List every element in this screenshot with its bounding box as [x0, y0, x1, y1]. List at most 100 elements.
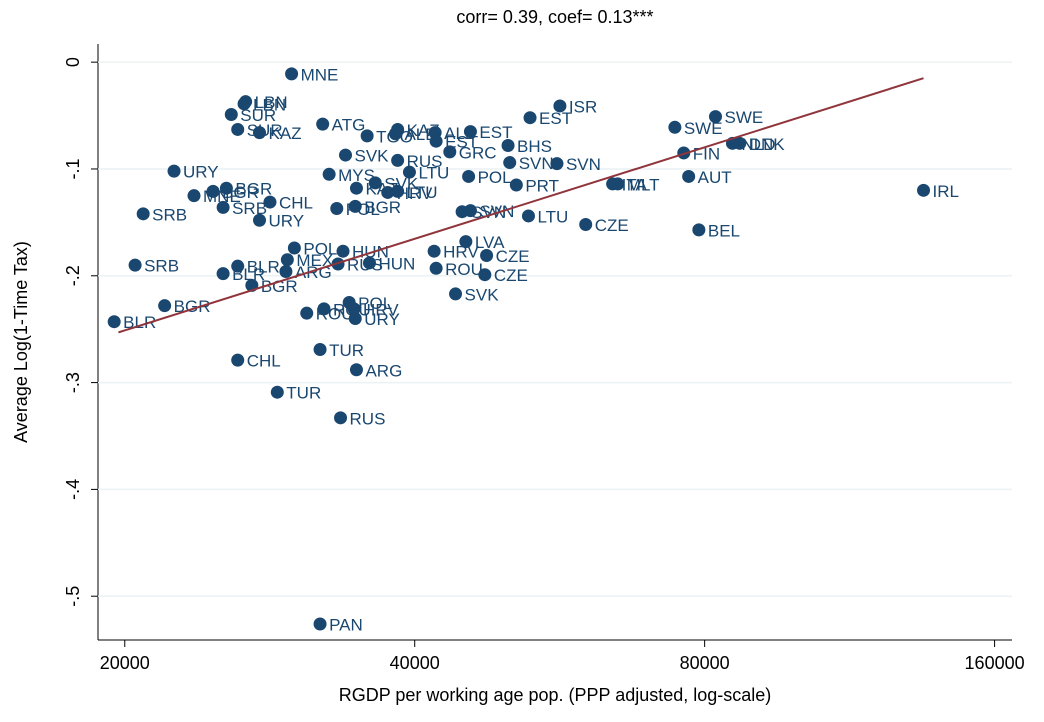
- point-label: SUR: [240, 106, 276, 125]
- point: [668, 120, 682, 134]
- point-label: SVK: [465, 285, 500, 304]
- point-label: SRB: [144, 257, 179, 276]
- point-label: URY: [183, 163, 219, 182]
- point: [158, 299, 172, 313]
- point: [216, 200, 230, 214]
- point: [362, 256, 376, 270]
- point: [402, 165, 416, 179]
- point: [167, 164, 181, 178]
- point-label: NLD: [741, 135, 775, 154]
- point: [708, 110, 722, 124]
- point: [219, 181, 233, 195]
- point-label: BEL: [708, 221, 740, 240]
- point: [611, 177, 625, 191]
- point: [317, 302, 331, 316]
- point: [216, 267, 230, 281]
- point: [285, 67, 299, 81]
- x-tick-label: 80000: [680, 653, 730, 673]
- point: [330, 201, 344, 215]
- point: [349, 181, 363, 195]
- y-tick-label: -.1: [63, 158, 83, 179]
- point: [462, 169, 476, 183]
- point-label: SRB: [152, 205, 187, 224]
- point-label: ARG: [365, 361, 402, 380]
- point-label: HRV: [363, 300, 399, 319]
- point-label: SVN: [566, 155, 601, 174]
- point-label: SRB: [232, 199, 267, 218]
- point-label: IRL: [933, 182, 959, 201]
- point: [231, 122, 245, 136]
- point: [733, 136, 747, 150]
- point-label: BLR: [247, 258, 280, 277]
- point: [391, 153, 405, 167]
- point-label: LTU: [537, 207, 568, 226]
- point: [347, 302, 361, 316]
- point: [368, 176, 382, 190]
- point: [237, 97, 251, 111]
- point-label: LBN: [253, 95, 286, 114]
- point: [478, 268, 492, 282]
- point: [427, 244, 441, 258]
- point: [553, 99, 567, 113]
- point-label: BGR: [235, 180, 272, 199]
- point-label: PAN: [329, 615, 363, 634]
- point: [287, 241, 301, 255]
- point: [187, 189, 201, 203]
- point: [313, 617, 327, 631]
- point: [503, 156, 517, 170]
- point: [322, 167, 336, 181]
- point: [224, 107, 238, 121]
- point: [429, 134, 443, 148]
- point: [348, 312, 362, 326]
- point-label: POL: [358, 294, 392, 313]
- x-tick-label: 20000: [100, 653, 150, 673]
- point: [107, 315, 121, 329]
- point-label: ROU: [333, 300, 371, 319]
- point: [348, 199, 362, 213]
- point-label: BHS: [517, 137, 552, 156]
- fit-line: [118, 77, 924, 334]
- point-label: HUN: [378, 254, 415, 273]
- point: [231, 353, 245, 367]
- y-tick-label: -.5: [63, 586, 83, 607]
- point-label: BGR: [222, 183, 259, 202]
- chart-title: corr= 0.39, coef= 0.13***: [456, 7, 653, 27]
- x-tick-label: 40000: [390, 653, 440, 673]
- point: [917, 183, 931, 197]
- point-label: RUS: [347, 256, 383, 275]
- point-label: BLR: [232, 265, 265, 284]
- point-label: ITA: [622, 175, 648, 194]
- point: [349, 363, 363, 377]
- point: [136, 207, 150, 221]
- point-label: BGR: [364, 198, 401, 217]
- y-tick-label: -.2: [63, 265, 83, 286]
- point-label: LBN: [255, 93, 288, 112]
- point: [429, 261, 443, 275]
- point-label: SVN: [479, 202, 514, 221]
- point: [391, 184, 405, 198]
- point-label: URY: [364, 310, 400, 329]
- point-label: MLT: [627, 175, 660, 194]
- point-label: CZE: [496, 247, 530, 266]
- point-label: SWE: [684, 119, 723, 138]
- point-label: KAZ: [268, 124, 301, 143]
- point: [128, 258, 142, 272]
- point: [388, 127, 402, 141]
- point-label: LVA: [475, 233, 505, 252]
- point: [313, 342, 327, 356]
- point: [463, 125, 477, 139]
- point: [523, 111, 537, 125]
- point: [550, 157, 564, 171]
- point: [334, 411, 348, 425]
- x-tick-label: 160000: [965, 653, 1025, 673]
- point: [449, 287, 463, 301]
- point-label: GRC: [459, 143, 497, 162]
- point-label: ATG: [332, 116, 366, 135]
- point: [480, 248, 494, 262]
- point: [360, 129, 374, 143]
- point: [252, 126, 266, 140]
- point: [692, 223, 706, 237]
- point: [231, 259, 245, 273]
- point: [270, 385, 284, 399]
